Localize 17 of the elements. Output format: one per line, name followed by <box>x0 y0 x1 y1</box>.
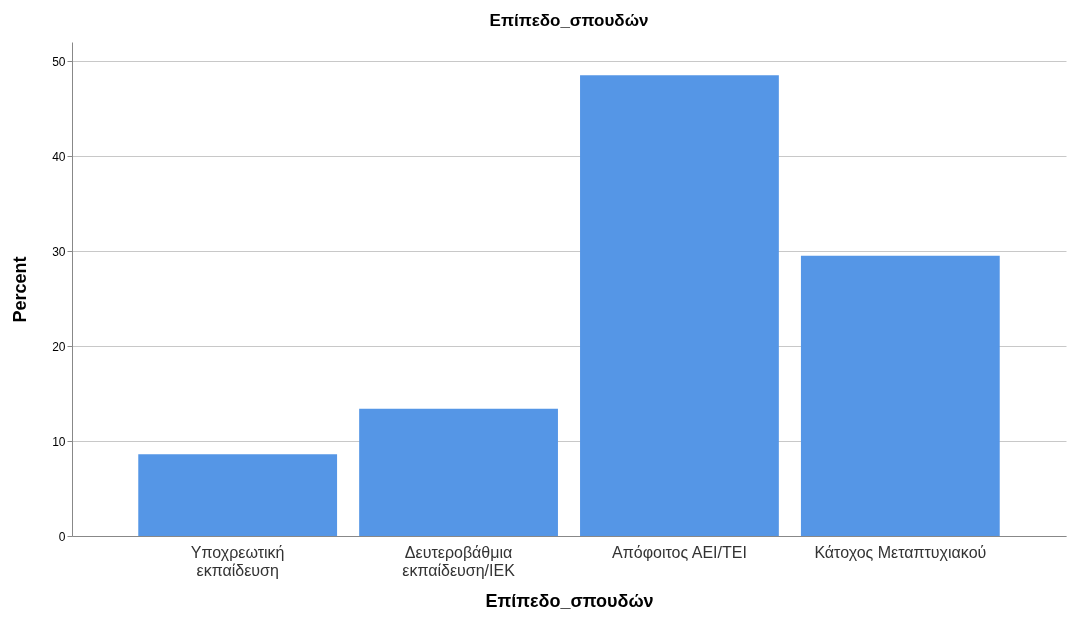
bar <box>580 75 779 536</box>
x-tick-label: Δευτεροβάθμια εκπαίδευση/ΙΕΚ <box>402 543 516 579</box>
x-tick-label: Κάτοχος Μεταπτυχιακού <box>814 543 987 561</box>
x-tick-label: Υποχρεωτική εκπαίδευση <box>190 543 285 579</box>
bar <box>138 454 338 536</box>
y-tick-label: 40 <box>52 149 66 164</box>
y-tick-label: 20 <box>52 339 66 354</box>
x-tick-label: Απόφοιτος ΑΕΙ/ΤΕΙ <box>612 543 747 561</box>
bar <box>800 255 1000 536</box>
y-tick-label: 50 <box>52 54 66 69</box>
y-axis-title: Percent <box>10 256 31 323</box>
bar <box>359 408 558 536</box>
x-axis-title: Επίπεδο_σπουδών <box>485 590 654 611</box>
y-tick-label: 0 <box>58 529 66 544</box>
y-tick-label: 30 <box>52 244 66 259</box>
y-tick-label: 10 <box>52 434 66 449</box>
chart-title: Επίπεδο_σπουδών <box>489 11 649 30</box>
